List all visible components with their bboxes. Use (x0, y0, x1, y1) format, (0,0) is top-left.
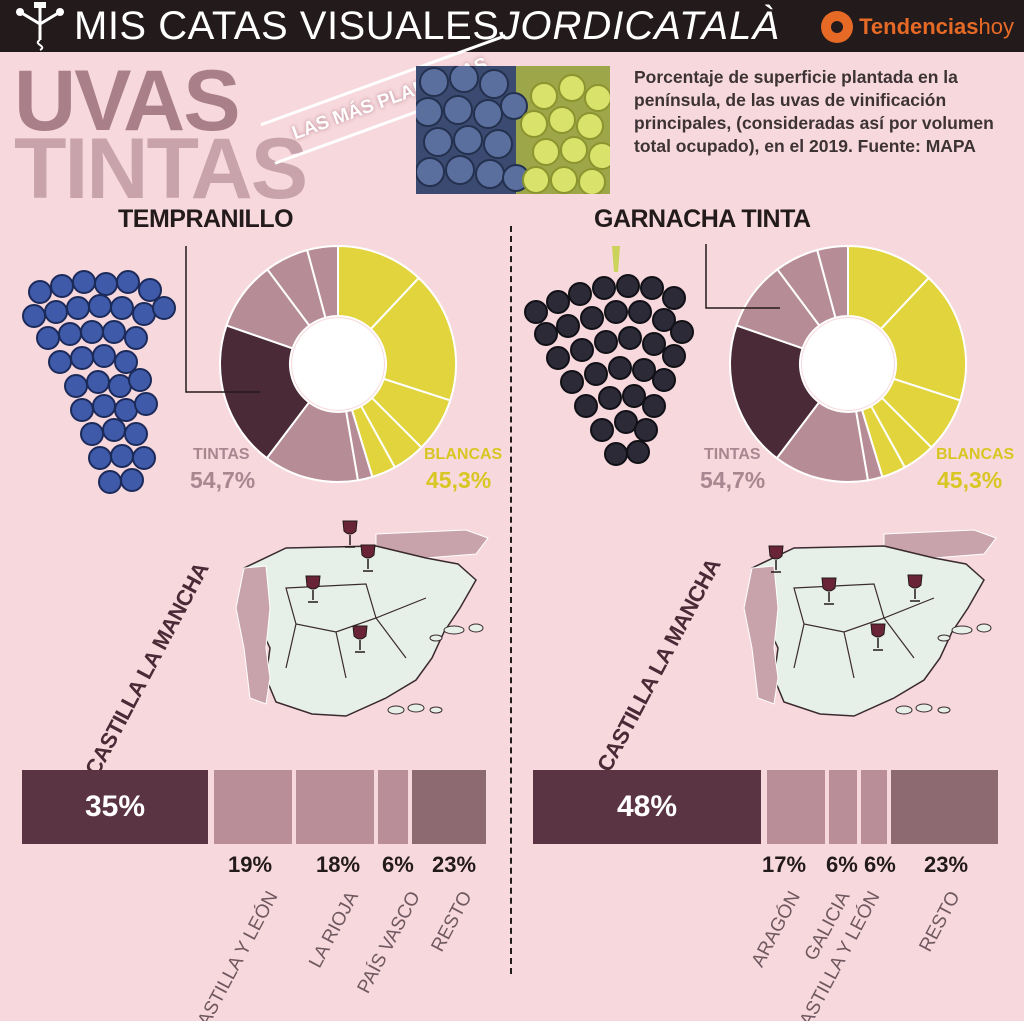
donut-left-label-tintas: TINTAS (193, 446, 250, 463)
donut-right-label-tintas: TINTAS (704, 446, 761, 463)
bar-segment (767, 770, 825, 844)
donut-slice-tintas (815, 244, 849, 319)
header-bar: MIS CATAS VISUALESJORDICATALÀ Tendencias… (0, 0, 1024, 52)
corkscrew-icon (16, 2, 64, 51)
brand-part1: MIS CATAS VISUALES (74, 4, 500, 48)
section-divider (510, 226, 512, 974)
bar-value: 18% (316, 852, 361, 877)
grape-name-left: TEMPRANILLO (118, 205, 294, 233)
donut-slice-tintas (305, 244, 339, 319)
wine-glass-icon (352, 625, 368, 653)
donut-right-value-blancas: 45,3% (937, 467, 1003, 493)
donut-slice-tintas (219, 324, 311, 460)
donut-left-value-blancas: 45,3% (426, 467, 492, 493)
bar-value: 17% (762, 852, 807, 877)
bar-segment: 48% (533, 770, 761, 844)
region-main-right: CASTILLA LA MANCHA (592, 554, 726, 776)
region-main-left: CASTILLA LA MANCHA (80, 558, 214, 780)
donut-hole (802, 318, 894, 410)
bar-label: PAÍS VASCO (353, 888, 425, 997)
bar-chart-left: 35% (22, 770, 486, 844)
bar-segment (861, 770, 887, 844)
bar-label: CASTILLA Y LEÓN (187, 888, 283, 1021)
bar-segment (829, 770, 857, 844)
garnacha-donut (729, 244, 967, 483)
logo-part1: Tendencias (859, 14, 979, 39)
bar-value: 6% (826, 852, 858, 877)
grapes-photo-art (416, 66, 610, 194)
tempranillo-bunch-icon (22, 270, 176, 494)
donut-hole (292, 318, 384, 410)
donut-slice-blancas (369, 276, 457, 402)
leader-line-right (705, 244, 780, 309)
bar-value: 23% (924, 852, 969, 877)
tendencias-logo[interactable]: Tendenciashoy (821, 10, 1014, 44)
logo-part2: hoy (978, 14, 1014, 39)
bar-segment (378, 770, 408, 844)
bar-segment (214, 770, 292, 844)
bar-value: 6% (864, 852, 896, 877)
bar-segment (412, 770, 486, 844)
bar-label: ARAGÓN (747, 888, 805, 971)
donut-left-label-blancas: BLANCAS (424, 446, 503, 463)
wine-glass-icon (768, 545, 784, 573)
bar-label: LA RIOJA (304, 888, 363, 972)
bar-segment (891, 770, 998, 844)
wine-glass-icon (821, 577, 837, 605)
bar-value-main: 35% (84, 790, 146, 823)
description: Porcentaje de superficie plantada en la … (634, 67, 994, 156)
leader-line-left (185, 246, 260, 393)
wine-glass-icon (907, 574, 923, 602)
donut-slice-tintas (729, 324, 821, 460)
bar-segment: 35% (22, 770, 208, 844)
bar-value: 6% (382, 852, 414, 877)
bar-segment (296, 770, 374, 844)
bar-value-main: 48% (616, 790, 678, 823)
bar-label: RESTO (915, 888, 965, 956)
bar-chart-right: 48% (533, 770, 998, 844)
wine-glass-icon (870, 623, 886, 651)
brand-title: MIS CATAS VISUALESJORDICATALÀ (74, 3, 780, 49)
wine-glass-icon (342, 520, 358, 548)
bar-value: 19% (228, 852, 273, 877)
donut-left-value-tintas: 54,7% (190, 467, 256, 493)
title-line1: UVAS (14, 53, 241, 149)
grape-name-right: GARNACHA TINTA (594, 205, 811, 233)
logo-mark-icon (821, 11, 854, 43)
brand-part2: JORDICATALÀ (499, 4, 781, 48)
tempranillo-donut (219, 244, 457, 483)
title-line2: TINTAS (14, 121, 308, 217)
bar-label: RESTO (427, 888, 477, 956)
donut-slice-blancas (879, 276, 967, 402)
wine-glass-icon (360, 544, 376, 572)
wine-glass-icon (305, 575, 321, 603)
bar-value: 23% (432, 852, 477, 877)
garnacha-bunch-icon (524, 246, 694, 466)
grapes-photo (416, 66, 610, 194)
donut-right-value-tintas: 54,7% (700, 467, 766, 493)
spain-map-right (743, 529, 997, 717)
donut-right-label-blancas: BLANCAS (936, 446, 1015, 463)
